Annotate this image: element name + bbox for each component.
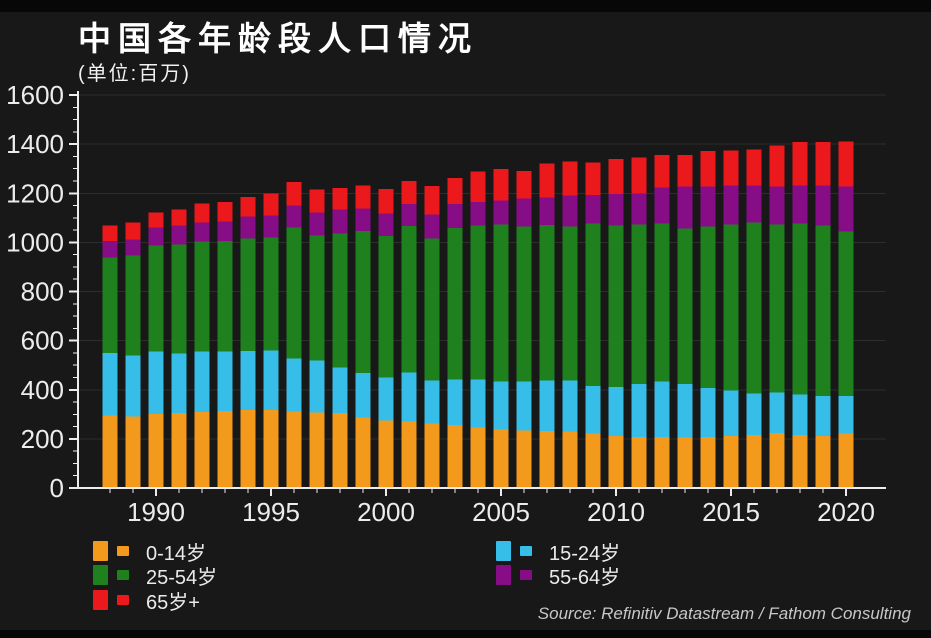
bottom-border-strip: [0, 630, 931, 638]
legend-item-55-64: 55-64岁: [496, 564, 620, 589]
y-tick-label: 600: [21, 326, 64, 356]
legend-swatch-bar-0-14-icon: [93, 541, 108, 561]
bar-1998: [332, 188, 348, 488]
x-tick-label: 2000: [357, 497, 415, 527]
bar-2015: [723, 150, 739, 488]
bar-2017: [769, 145, 785, 488]
bar-1990: [148, 212, 164, 488]
bar-1992: [194, 203, 210, 488]
x-tick-label: 2020: [817, 497, 875, 527]
bar-2007: [539, 163, 555, 488]
x-tick-label: 1990: [127, 497, 185, 527]
y-tick-label: 1000: [6, 227, 64, 257]
bar-2006: [516, 171, 532, 488]
bar-2001: [401, 180, 417, 488]
bar-2010: [608, 158, 624, 488]
bar-2002: [424, 186, 440, 488]
bar-2013: [677, 155, 693, 488]
bar-2020: [838, 141, 854, 488]
bar-2003: [447, 177, 463, 488]
bar-2000: [378, 189, 394, 488]
legend-swatch-bar-25-54-icon: [93, 565, 108, 585]
bar-1997: [309, 189, 325, 488]
legend-swatch-point-65-plus-icon: [117, 595, 129, 605]
bar-2012: [654, 155, 670, 488]
legend-label-65-plus: 65岁+: [146, 591, 200, 614]
legend-label-0-14: 0-14岁: [146, 542, 207, 565]
legend-label-25-54: 25-54岁: [146, 566, 218, 589]
bar-2004: [470, 171, 486, 488]
legend-label-55-64: 55-64岁: [549, 566, 621, 589]
bar-1993: [217, 202, 233, 488]
y-tick-label: 200: [21, 424, 64, 454]
y-tick-label: 0: [50, 473, 64, 503]
legend-item-15-24: 15-24岁: [496, 540, 620, 565]
bar-2005: [493, 168, 509, 488]
y-tick-label: 400: [21, 375, 64, 405]
legend-item-25-54: 25-54岁: [93, 564, 217, 589]
y-tick-label: 1600: [6, 80, 64, 110]
legend-swatch-bar-55-64-icon: [496, 565, 511, 585]
legend-swatch-bar-65-plus-icon: [93, 590, 108, 610]
legend-swatch-point-15-24-icon: [520, 546, 532, 556]
bar-1996: [286, 182, 302, 488]
bars-group: [102, 141, 854, 488]
bar-2008: [562, 161, 578, 488]
x-tick-label: 2010: [587, 497, 645, 527]
bar-1989: [125, 222, 141, 488]
legend-swatch-point-0-14-icon: [117, 546, 129, 556]
page-title: 中国各年龄段人口情况: [78, 20, 478, 57]
legend-swatch-bar-15-24-icon: [496, 541, 511, 561]
x-tick-label: 2015: [702, 497, 760, 527]
bar-1995: [263, 193, 279, 488]
legend-item-0-14: 0-14岁: [93, 540, 206, 565]
top-border-strip: [0, 0, 931, 12]
y-tick-label: 1400: [6, 129, 64, 159]
chart-unit-subtitle: (单位:百万): [78, 63, 191, 85]
bar-2016: [746, 149, 762, 488]
bar-2019: [815, 142, 831, 488]
bar-1999: [355, 185, 371, 488]
bar-2011: [631, 157, 647, 488]
bar-2018: [792, 142, 808, 488]
legend-swatch-point-55-64-icon: [520, 570, 532, 580]
bar-2014: [700, 151, 716, 488]
axes: [69, 91, 886, 496]
legend-swatch-point-25-54-icon: [117, 570, 129, 580]
bar-1988: [102, 225, 118, 488]
legend-label-15-24: 15-24岁: [549, 542, 621, 565]
bar-1991: [171, 209, 187, 488]
bar-2009: [585, 162, 601, 488]
source-attribution: Source: Refinitiv Datastream / Fathom Co…: [537, 604, 911, 623]
y-tick-label: 1200: [6, 178, 64, 208]
x-tick-label: 2005: [472, 497, 530, 527]
bar-1994: [240, 197, 256, 488]
y-tick-label: 800: [21, 277, 64, 307]
legend-item-65-plus: 65岁+: [93, 589, 200, 614]
x-tick-label: 1995: [242, 497, 300, 527]
axis-labels: 0 200 400 600 800 1000 1200 1400 1600 1990 1995 200…: [6, 80, 875, 527]
